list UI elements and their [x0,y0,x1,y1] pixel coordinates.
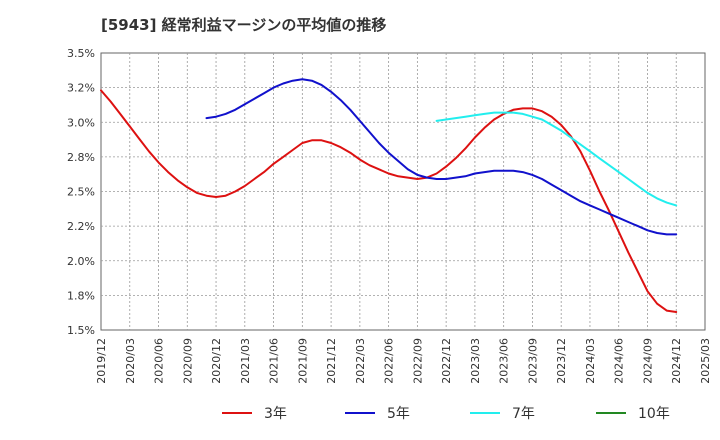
x-tick-label: 2023/09 [526,338,539,384]
chart-title: [5943] 経常利益マージンの平均値の推移 [101,16,387,34]
y-tick-label: 3.0% [67,116,95,129]
series-lines [100,78,678,313]
x-tick-label: 2022/06 [383,338,396,384]
series-line-3 [435,111,678,207]
x-tick-label: 2023/12 [555,338,568,384]
x-tick-label: 2024/09 [641,338,654,384]
axes: 1.5% 1.8% 2.0% 2.2% 2.5% 2.8% 3.0% 3.2% 3.5% 2019… [67,47,712,384]
x-tick-label: 2025/03 [699,338,712,384]
y-tick-label: 3.5% [67,47,95,60]
y-tick-label: 1.8% [67,289,95,302]
legend-label-2: 5年 [387,406,410,422]
x-tick-label: 2023/03 [469,338,482,384]
x-tick-label: 2020/06 [153,338,166,384]
x-tick-label: 2024/06 [613,338,626,384]
x-tick-label: 2021/09 [296,338,309,384]
x-tick-label: 2024/12 [670,338,683,384]
legend-label-4: 10年 [638,406,670,422]
series-line-1 [100,89,678,313]
x-tick-label: 2021/03 [239,338,252,384]
legend-label-1: 3年 [264,406,287,422]
grid-lines [100,52,706,331]
y-tick-label: 2.0% [67,255,95,268]
x-tick-label: 2020/09 [181,338,194,384]
x-tick-label: 2022/03 [354,338,367,384]
legend: 3年 5年 7年 10年 [222,406,670,422]
x-tick-label: 2021/12 [325,338,338,384]
x-tick-label: 2020/03 [124,338,137,384]
x-tick-label: 2019/12 [95,338,108,384]
x-tick-label: 2023/06 [498,338,511,384]
x-tick-label: 2020/12 [210,338,223,384]
x-tick-label: 2022/12 [440,338,453,384]
x-tick-label: 2022/09 [411,338,424,384]
y-tick-label: 2.5% [67,186,95,199]
y-tick-label: 1.5% [67,324,95,337]
y-tick-label: 3.2% [67,82,95,95]
series-line-2 [205,78,678,236]
legend-label-3: 7年 [512,406,535,422]
x-tick-label: 2024/03 [584,338,597,384]
y-tick-label: 2.2% [67,220,95,233]
y-tick-label: 2.8% [67,151,95,164]
x-tick-label: 2021/06 [268,338,281,384]
